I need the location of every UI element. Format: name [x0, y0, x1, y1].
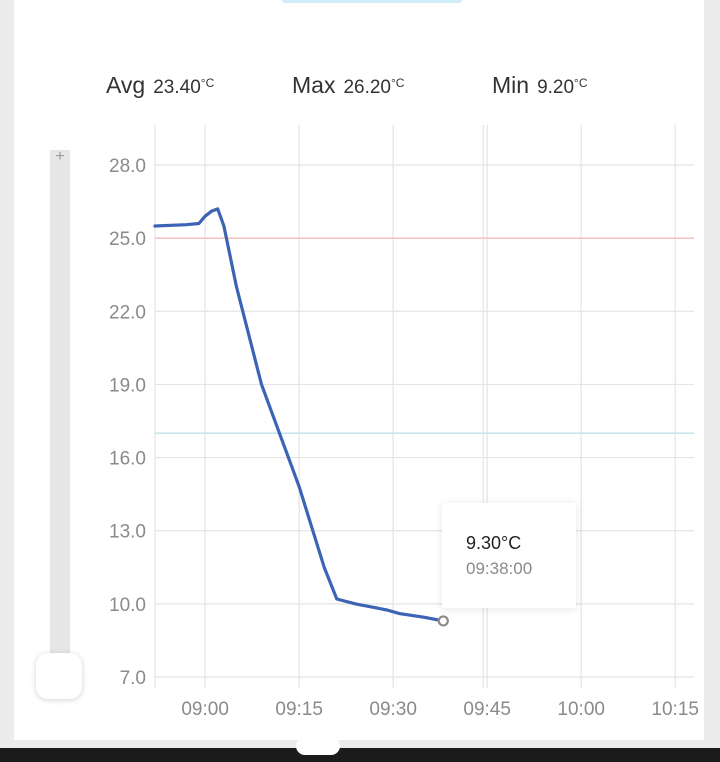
- x-tick-label: 09:30: [369, 699, 417, 720]
- min-unit: °C: [574, 76, 588, 90]
- series-line: [153, 207, 445, 623]
- bottom-drag-handle[interactable]: [296, 737, 340, 755]
- avg-label: Avg: [106, 72, 146, 98]
- max-value: 26.20: [343, 77, 391, 98]
- y-tick-label: 7.0: [120, 668, 146, 689]
- zoom-slider-handle[interactable]: [36, 653, 82, 699]
- x-tick-label: 10:15: [651, 699, 699, 720]
- x-tick-label: 09:15: [275, 699, 323, 720]
- tooltip-time: 09:38:00: [466, 559, 533, 578]
- bottom-thumbnail-strip: [0, 748, 720, 762]
- highlight-point: [437, 615, 449, 627]
- top-tab-indicator[interactable]: [282, 0, 462, 3]
- y-tick-label: 28.0: [109, 156, 146, 177]
- y-tick-label: 16.0: [109, 449, 146, 470]
- max-unit: °C: [391, 76, 405, 90]
- avg-unit: °C: [200, 76, 215, 90]
- avg-stat: Avg 23.40°C: [106, 72, 214, 99]
- min-stat: Min 9.20°C: [492, 72, 588, 99]
- min-label: Min: [492, 72, 530, 98]
- zoom-slider-track[interactable]: [50, 150, 70, 675]
- chart-card: [14, 0, 704, 740]
- x-tick-label: 09:00: [181, 699, 229, 720]
- zoom-in-icon[interactable]: +: [55, 148, 65, 165]
- x-tick-label: 10:00: [557, 699, 605, 720]
- x-tick-label: 09:45: [463, 699, 511, 720]
- tooltip-value: 9.30°C: [466, 533, 522, 553]
- y-tick-label: 10.0: [109, 595, 146, 616]
- y-tick-label: 19.0: [109, 375, 146, 396]
- y-tick-label: 13.0: [109, 522, 146, 543]
- y-tick-label: 22.0: [109, 302, 146, 323]
- avg-value: 23.40: [153, 77, 201, 98]
- max-stat: Max 26.20°C: [292, 72, 404, 99]
- data-point-tooltip: 9.30°C 09:38:00: [442, 503, 576, 608]
- max-label: Max: [292, 72, 336, 98]
- y-tick-label: 25.0: [109, 229, 146, 250]
- min-value: 9.20: [537, 77, 575, 98]
